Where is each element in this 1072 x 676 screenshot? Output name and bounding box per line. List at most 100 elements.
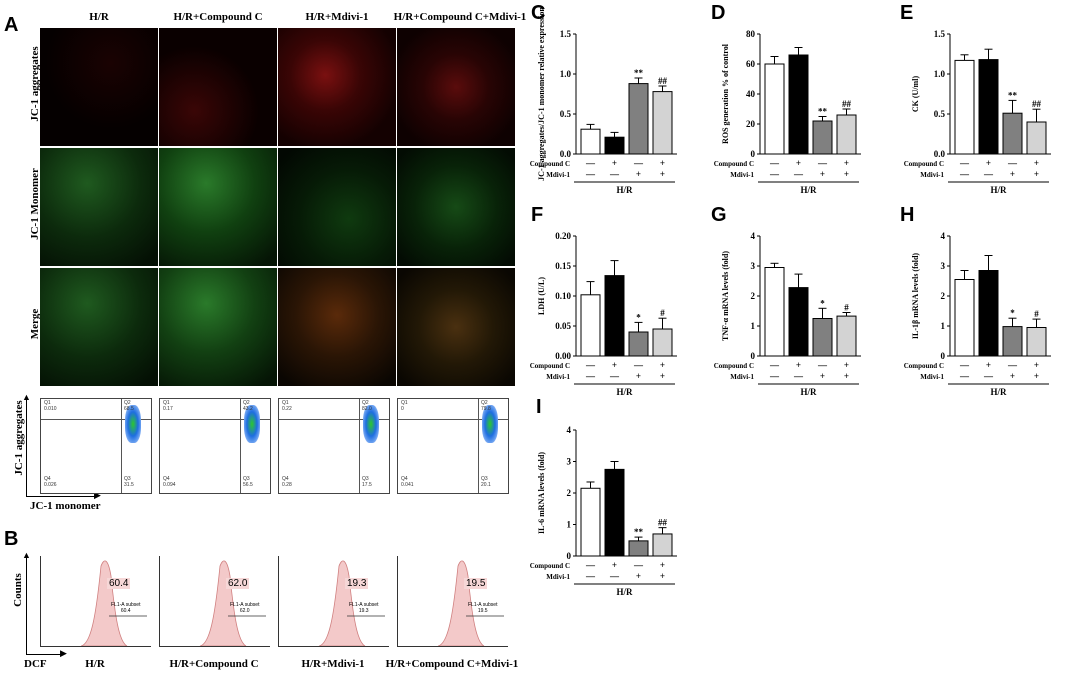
histogram-percent: 19.5 [464,578,488,589]
quadrant-label-q2: Q2 [481,400,488,406]
bar-h-4 [1026,327,1047,357]
treatment-row1-value: — [1007,158,1018,168]
treatment-row2-value: — [793,169,804,179]
gate-horizontal [398,419,508,420]
cell-cluster [244,405,260,443]
quadrant-label-q1: Q1 [282,400,289,406]
bar-i-3 [628,540,649,557]
treatment-row2-value: + [660,371,665,381]
quadrant-value-q3: 31.5 [124,482,134,488]
treatment-row1-value: — [585,158,596,168]
treatment-row2-value: + [844,169,849,179]
treatment-row2-value: + [660,169,665,179]
dcf-histogram-4: 19.5 FL1-A subset 19.5 [397,556,508,647]
panel-label-a: A [4,14,19,36]
y-tick-label: 1 [941,321,946,331]
treatment-row2-value: — [959,371,970,381]
treatment-row2-value: — [983,169,994,179]
significance-mark: ## [842,99,852,109]
dcf-histogram-3: 19.3 FL1-A subset 19.3 [278,556,389,647]
micro-hr-aggregates [40,28,158,146]
col-title-hr: H/R [89,11,109,23]
subset-label: FL1-A subset [230,602,260,608]
treatment-row1-value: + [612,360,617,370]
flow-jc1-yarrow-head: ▲ [22,392,31,402]
bar-h-2 [978,270,999,357]
flow-jc1-plot-3: Q1 0.22 Q2 82.0 Q4 0.28 Q3 17.5 [278,398,390,494]
y-tick-label: 1 [751,321,756,331]
treatment-row2-value: + [660,571,665,581]
y-tick-label: 3 [941,261,946,271]
treatment-row1-value: + [844,158,849,168]
micro-hrcc-merge [159,268,277,386]
y-tick-label: 4 [941,231,946,241]
micro-hrmdivi-monomer [278,148,396,266]
micro-hr-merge [40,268,158,386]
bar-d-1 [764,63,785,155]
bar-c-2 [604,136,625,155]
gate-vertical [121,399,122,493]
micro-hrmdivi-aggregates [278,28,396,146]
treatment-row1-value: — [585,360,596,370]
bar-f-4 [652,328,673,357]
bar-g-1 [764,267,785,357]
bar-i-1 [580,487,601,557]
dcf-histogram-2: 62.0 FL1-A subset 62.0 [159,556,270,647]
treatment-row1-value: — [959,158,970,168]
y-tick-label: 0.05 [555,321,571,331]
treatment-row1-label: Compound C [714,362,754,370]
subset-value: 19.5 [477,608,488,614]
treatment-row1-value: — [585,560,596,570]
panel-label-g: G [711,204,727,226]
gate-vertical [240,399,241,493]
significance-mark: ** [634,68,644,78]
treatment-row2-value: — [769,371,780,381]
significance-mark: ** [818,107,828,117]
treatment-row2-label: Mdivi-1 [730,171,754,179]
treatment-row1-label: Compound C [530,362,570,370]
treatment-row1-value: + [796,360,801,370]
treatment-row1-value: — [769,158,780,168]
y-tick-label: 1.0 [934,69,946,79]
significance-mark: ## [658,518,668,528]
treatment-row1-value: + [844,360,849,370]
bar-d-2 [788,54,809,155]
col-title-hr-mdivi: H/R+Mdivi-1 [305,11,369,23]
significance-mark: ** [634,527,644,537]
y-tick-label: 0.20 [555,231,571,241]
significance-mark: ## [1032,99,1042,109]
quadrant-value-q4: 0.28 [282,482,292,488]
significance-mark: * [1010,308,1015,318]
treatment-row2-label: Mdivi-1 [546,373,570,381]
y-axis-label-d: ROS generation % of control [721,43,730,144]
treatment-row2-value: — [609,571,620,581]
quadrant-value-q1: 0.22 [282,406,292,412]
y-tick-label: 4 [751,231,756,241]
gate-horizontal [41,419,151,420]
histogram-subset: FL1-A subset 19.5 [468,602,497,614]
treatment-row1-value: + [986,360,991,370]
y-tick-label: 1 [567,520,572,530]
bar-i-2 [604,468,625,557]
col-title-hr-cc-mdivi: H/R+Compound C+Mdivi-1 [393,11,527,23]
y-tick-label: 4 [567,425,572,435]
treatment-row2-value: + [636,571,641,581]
micro-hrccmdivi-monomer [397,148,515,266]
treatment-row1-label: Compound C [714,160,754,168]
treatment-row1-value: + [1034,360,1039,370]
panel-label-e: E [900,2,914,24]
y-tick-label: 0.10 [555,291,571,301]
panel-label-f: F [531,204,544,226]
treatment-row1-value: + [796,158,801,168]
bar-d-3 [812,120,833,155]
histogram-subset: FL1-A subset 19.3 [349,602,378,614]
treatment-row2-value: — [609,371,620,381]
gate-vertical [359,399,360,493]
dcf-histogram-1: 60.4 FL1-A subset 60.4 [40,556,151,647]
col-title-hr-cc: H/R+Compound C [173,11,263,23]
bar-f-2 [604,275,625,357]
bar-c-4 [652,91,673,155]
treatment-row2-label: Mdivi-1 [920,373,944,381]
bar-h-1 [954,279,975,357]
treatment-row1-value: — [817,158,828,168]
